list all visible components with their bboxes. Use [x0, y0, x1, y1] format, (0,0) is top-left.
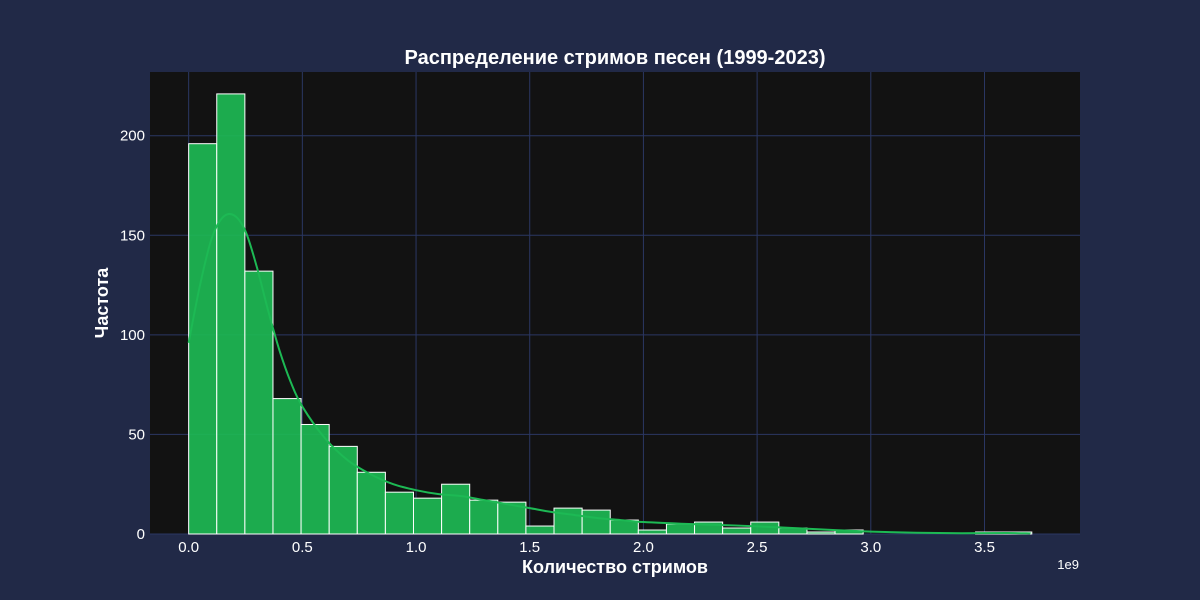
- x-axis-label: Количество стримов: [522, 557, 708, 577]
- x-tick-label: 2.5: [747, 539, 768, 556]
- y-tick-label: 0: [137, 526, 145, 543]
- x-tick-label: 3.5: [974, 539, 995, 556]
- x-axis-offset-text: 1e9: [1057, 557, 1079, 572]
- x-tick-labels: 0.0 0.5 1.0 1.5 2.0 2.5 3.0 3.5: [178, 539, 995, 556]
- histogram-bar: [356, 471, 386, 535]
- kde-curve: [187, 212, 1030, 535]
- y-tick-label: 150: [120, 227, 145, 244]
- y-tick-label: 100: [120, 327, 145, 344]
- x-tick-label: 1.5: [519, 539, 540, 556]
- histogram-bar: [806, 531, 836, 535]
- histogram-bar: [216, 93, 246, 535]
- histogram-bar: [300, 423, 330, 535]
- histogram-bar: [188, 143, 218, 535]
- y-tick-label: 200: [120, 128, 145, 145]
- histogram-bar: [328, 445, 358, 535]
- x-tick-label: 0.5: [292, 539, 313, 556]
- histogram-bar: [581, 509, 611, 535]
- y-tick-label: 50: [128, 426, 145, 443]
- x-tick-label: 3.0: [860, 539, 881, 556]
- y-axis-label: Частота: [92, 267, 112, 339]
- x-tick-label: 0.0: [178, 539, 199, 556]
- histogram-bar: [441, 483, 471, 535]
- histogram-bar: [272, 398, 302, 535]
- chart-title: Распределение стримов песен (1999-2023): [405, 47, 826, 69]
- histogram-bar: [412, 497, 443, 535]
- histogram-bar: [469, 499, 499, 535]
- histogram-bar: [244, 270, 274, 535]
- histogram-bar: [722, 527, 752, 535]
- histogram-bar: [525, 525, 555, 535]
- histogram-bar: [637, 529, 667, 535]
- x-tick-label: 1.0: [406, 539, 427, 556]
- histogram-bar: [665, 523, 696, 535]
- x-tick-label: 2.0: [633, 539, 654, 556]
- histogram-bar: [384, 491, 414, 535]
- y-tick-labels: 0 50 100 150 200: [120, 128, 145, 543]
